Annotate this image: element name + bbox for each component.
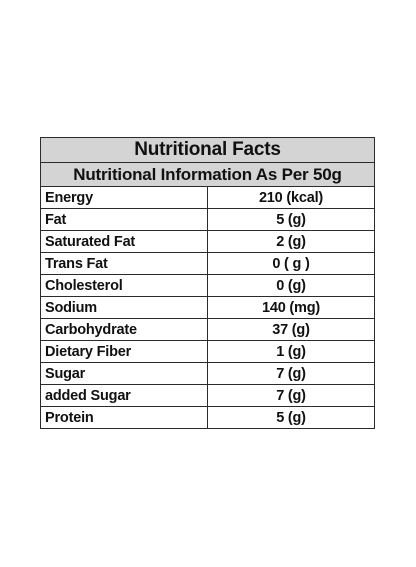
table-subtitle: Nutritional Information As Per 50g — [40, 162, 375, 187]
table-row-cholesterol: Cholesterol 0 (g) — [40, 274, 375, 297]
nutrient-name: Trans Fat — [40, 252, 208, 275]
nutrient-amount: 1 (g) — [207, 340, 375, 363]
table-row-sodium: Sodium 140 (mg) — [40, 296, 375, 319]
table-row-carbohydrate: Carbohydrate 37 (g) — [40, 318, 375, 341]
table-row-saturated-fat: Saturated Fat 2 (g) — [40, 230, 375, 253]
nutrient-amount: 2 (g) — [207, 230, 375, 253]
table-row-trans-fat: Trans Fat 0 ( g ) — [40, 252, 375, 275]
nutrient-amount: 210 (kcal) — [207, 186, 375, 209]
table-row-protein: Protein 5 (g) — [40, 406, 375, 429]
table-title: Nutritional Facts — [40, 137, 375, 163]
nutrient-amount: 5 (g) — [207, 208, 375, 231]
table-row-fat: Fat 5 (g) — [40, 208, 375, 231]
nutrient-amount: 140 (mg) — [207, 296, 375, 319]
nutrient-name: Carbohydrate — [40, 318, 208, 341]
table-row-sugar: Sugar 7 (g) — [40, 362, 375, 385]
nutrient-name: Dietary Fiber — [40, 340, 208, 363]
nutrient-name: Sodium — [40, 296, 208, 319]
nutrient-name: Protein — [40, 406, 208, 429]
nutrition-table: Nutritional Facts Nutritional Informatio… — [40, 137, 375, 429]
nutrient-name: Fat — [40, 208, 208, 231]
nutrient-name: added Sugar — [40, 384, 208, 407]
nutrient-name: Sugar — [40, 362, 208, 385]
nutrient-amount: 7 (g) — [207, 384, 375, 407]
nutrient-name: Saturated Fat — [40, 230, 208, 253]
table-body: Energy 210 (kcal) Fat 5 (g) Saturated Fa… — [40, 186, 375, 429]
nutrient-amount: 37 (g) — [207, 318, 375, 341]
nutrition-label: Nutritional Facts Nutritional Informatio… — [40, 137, 375, 429]
table-row-energy: Energy 210 (kcal) — [40, 186, 375, 209]
nutrient-name: Energy — [40, 186, 208, 209]
table-title-row: Nutritional Facts — [40, 137, 375, 163]
table-row-dietary-fiber: Dietary Fiber 1 (g) — [40, 340, 375, 363]
nutrient-amount: 0 ( g ) — [207, 252, 375, 275]
table-row-added-sugar: added Sugar 7 (g) — [40, 384, 375, 407]
nutrient-amount: 7 (g) — [207, 362, 375, 385]
nutrient-amount: 0 (g) — [207, 274, 375, 297]
nutrient-name: Cholesterol — [40, 274, 208, 297]
nutrient-amount: 5 (g) — [207, 406, 375, 429]
table-subtitle-row: Nutritional Information As Per 50g — [40, 162, 375, 187]
